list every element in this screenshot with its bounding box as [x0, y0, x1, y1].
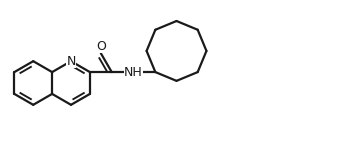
Text: NH: NH — [124, 66, 143, 79]
Text: O: O — [96, 40, 106, 53]
Text: N: N — [66, 55, 76, 68]
